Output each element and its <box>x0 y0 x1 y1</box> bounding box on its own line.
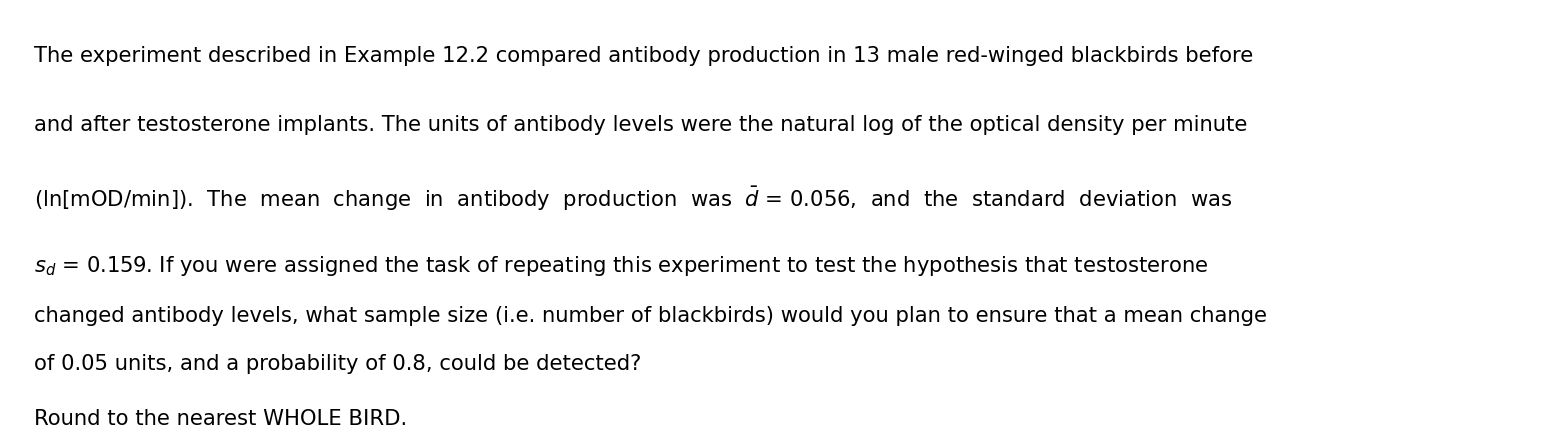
Text: $s_d$ = 0.159. If you were assigned the task of repeating this experiment to tes: $s_d$ = 0.159. If you were assigned the … <box>34 254 1209 278</box>
Text: (ln[mOD/min]).  The  mean  change  in  antibody  production  was  $\bar{d}$ = 0.: (ln[mOD/min]). The mean change in antibo… <box>34 184 1232 213</box>
Text: changed antibody levels, what sample size (i.e. number of blackbirds) would you : changed antibody levels, what sample siz… <box>34 306 1266 326</box>
Text: and after testosterone implants. The units of antibody levels were the natural l: and after testosterone implants. The uni… <box>34 115 1248 135</box>
Text: The experiment described in Example 12.2 compared antibody production in 13 male: The experiment described in Example 12.2… <box>34 46 1254 66</box>
Text: Round to the nearest WHOLE BIRD.: Round to the nearest WHOLE BIRD. <box>34 409 408 429</box>
Text: of 0.05 units, and a probability of 0.8, could be detected?: of 0.05 units, and a probability of 0.8,… <box>34 354 642 374</box>
